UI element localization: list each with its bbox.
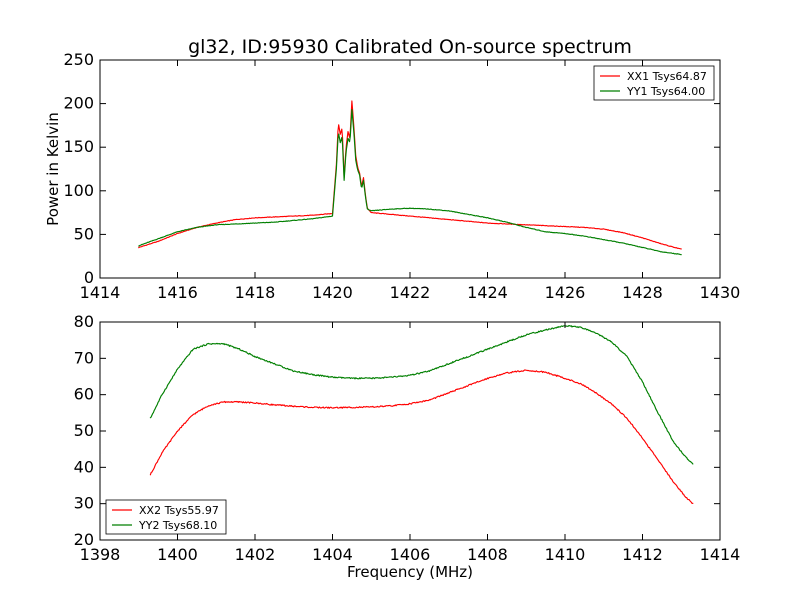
x-tick-label: 1428 [622, 283, 663, 302]
x-tick-label: 1420 [312, 283, 353, 302]
y-tick-label: 70 [74, 348, 94, 367]
bottom-spectrum-panel: 1398 1400 1402 1404 1406 1408 1410 1412 1414 20 30… [74, 312, 741, 581]
x-tick-label: 1430 [700, 283, 741, 302]
bottom-x-axis-label: Frequency (MHz) [347, 563, 473, 581]
legend-label: YY1 Tsys64.00 [626, 85, 705, 98]
top-legend: XX1 Tsys64.87 YY1 Tsys64.00 [593, 65, 715, 101]
x-tick-label: 1414 [700, 545, 741, 564]
y-tick-label: 50 [74, 421, 94, 440]
legend-box [593, 65, 715, 101]
y-tick-label: 250 [63, 50, 94, 69]
y-tick-label: 30 [74, 494, 94, 513]
x-tick-label: 1402 [235, 545, 276, 564]
x-tick-label: 1406 [390, 545, 431, 564]
y-tick-label: 50 [74, 224, 94, 243]
x-tick-label: 1424 [467, 283, 508, 302]
y-tick-label: 200 [63, 94, 94, 113]
bottom-series-layer [149, 324, 694, 504]
y-tick-label: 80 [74, 312, 94, 331]
legend-label: XX2 Tsys55.97 [139, 504, 219, 517]
y-tick-label: 100 [63, 181, 94, 200]
top-y-axis-label: Power in Kelvin [44, 112, 62, 226]
chart-title: gl32, ID:95930 Calibrated On-source spec… [188, 36, 632, 58]
y-tick-label: 150 [63, 137, 94, 156]
x-tick-label: 1400 [157, 545, 198, 564]
x-tick-label: 1398 [80, 545, 121, 564]
x-tick-label: 1408 [467, 545, 508, 564]
legend-box [105, 499, 227, 535]
top-spectrum-panel: 1414 1416 1418 1420 1422 1424 1426 1428 1430 0 50 1… [44, 50, 740, 302]
x-tick-label: 1416 [157, 283, 198, 302]
legend-label: YY2 Tsys68.10 [138, 519, 217, 532]
y-tick-label: 60 [74, 385, 94, 404]
series-line-bottom-1 [149, 324, 694, 465]
x-tick-label: 1414 [80, 283, 121, 302]
top-axes-layer: 1414 1416 1418 1420 1422 1424 1426 1428 1430 0 50 1… [63, 50, 740, 302]
x-tick-label: 1422 [390, 283, 431, 302]
x-tick-label: 1418 [235, 283, 276, 302]
y-tick-label: 0 [84, 268, 94, 287]
series-line-top-1 [138, 109, 682, 256]
x-tick-label: 1412 [622, 545, 663, 564]
bottom-axes-layer: 1398 1400 1402 1404 1406 1408 1410 1412 1414 20 30… [74, 312, 741, 564]
bottom-legend: XX2 Tsys55.97 YY2 Tsys68.10 [105, 499, 227, 535]
top-series-layer [138, 100, 682, 256]
series-line-bottom-0 [149, 369, 694, 504]
series-line-top-0 [138, 100, 682, 250]
y-tick-label: 20 [74, 530, 94, 549]
x-tick-label: 1404 [312, 545, 353, 564]
y-tick-label: 40 [74, 457, 94, 476]
x-tick-label: 1426 [545, 283, 586, 302]
x-tick-label: 1410 [545, 545, 586, 564]
legend-label: XX1 Tsys64.87 [627, 70, 707, 83]
